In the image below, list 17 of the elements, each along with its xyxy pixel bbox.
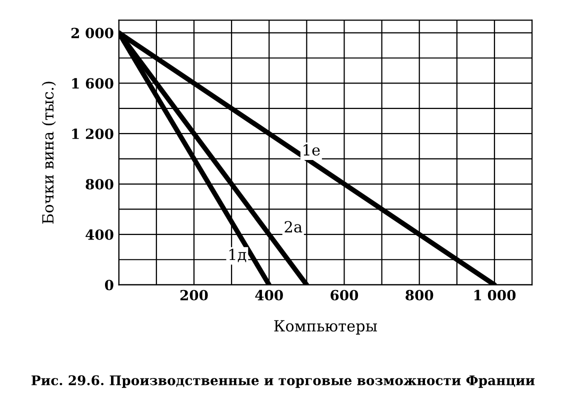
x-tick-label: 800 bbox=[406, 290, 434, 300]
x-tick-label: 200 bbox=[180, 290, 208, 300]
x-axis-title: Компьютеры bbox=[274, 320, 377, 335]
x-tick-label: 1 000 bbox=[474, 290, 516, 300]
x-tick-label: 600 bbox=[330, 290, 358, 300]
annotation: 1д bbox=[229, 248, 246, 262]
y-tick-label: 0 bbox=[104, 280, 114, 290]
y-tick-label: 400 bbox=[86, 229, 114, 240]
y-tick-label: 1 200 bbox=[72, 128, 114, 140]
text: Рис. 29.6. Производственные и торговые возможности Франции bbox=[32, 375, 535, 388]
y-axis-title: Бочки вина (тыс.) bbox=[42, 82, 56, 224]
y-tick-label: 2 000 bbox=[71, 28, 114, 38]
x-tick-label: 400 bbox=[255, 290, 283, 300]
y-tick-label: 800 bbox=[86, 178, 114, 190]
y-tick-label: 1 600 bbox=[72, 78, 114, 89]
annotation: 1е bbox=[304, 144, 320, 156]
annotation: 2а bbox=[284, 220, 302, 233]
